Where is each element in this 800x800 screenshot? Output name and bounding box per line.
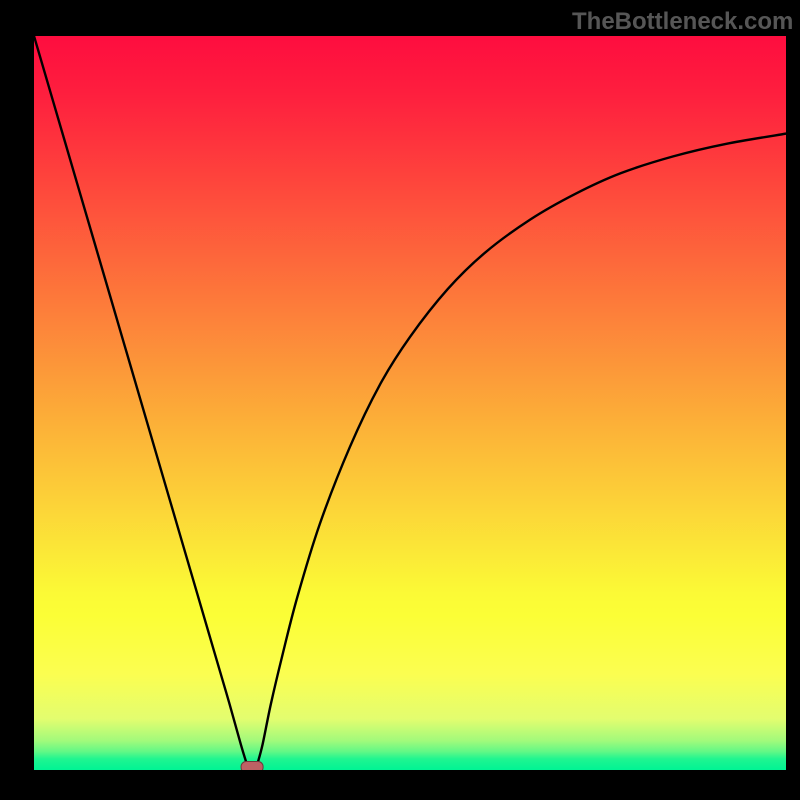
minimum-marker — [241, 762, 263, 770]
plot-svg — [34, 36, 786, 770]
watermark-text: TheBottleneck.com — [572, 8, 793, 36]
chart-frame: TheBottleneck.com — [0, 0, 800, 800]
plot-background — [34, 36, 786, 770]
plot-area — [34, 36, 786, 770]
